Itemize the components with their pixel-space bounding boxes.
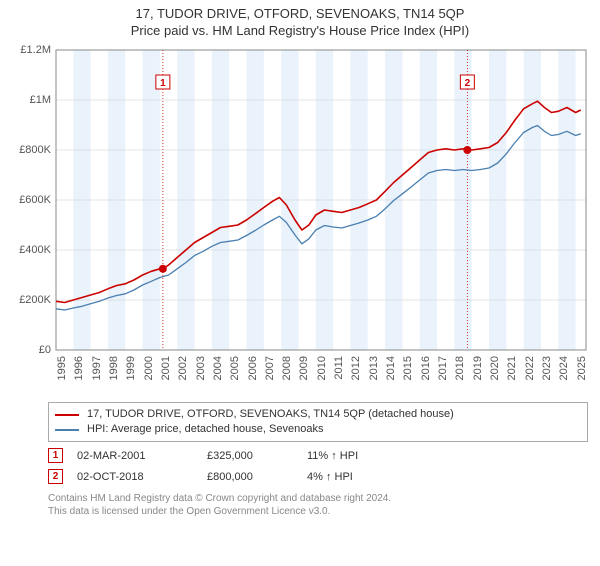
x-axis-label: 2009 xyxy=(298,356,310,380)
x-axis-label: 2014 xyxy=(385,356,397,380)
legend-item: HPI: Average price, detached house, Seve… xyxy=(55,422,581,437)
legend-label: HPI: Average price, detached house, Seve… xyxy=(87,422,323,437)
tx-hpi-delta: 4% ↑ HPI xyxy=(307,471,417,483)
x-axis-label: 2017 xyxy=(437,356,449,380)
x-axis-label: 2002 xyxy=(177,356,189,380)
x-axis-label: 2006 xyxy=(247,356,259,380)
x-axis-label: 2007 xyxy=(264,356,276,380)
x-axis-label: 2010 xyxy=(316,356,328,380)
legend-label: 17, TUDOR DRIVE, OTFORD, SEVENOAKS, TN14… xyxy=(87,407,454,422)
marker-badge: 1 xyxy=(48,448,63,463)
chart-canvas: 12 xyxy=(6,42,591,400)
x-axis-label: 2008 xyxy=(281,356,293,380)
x-axis-label: 2015 xyxy=(402,356,414,380)
x-axis-label: 2025 xyxy=(576,356,588,380)
x-axis-label: 2016 xyxy=(420,356,432,380)
y-axis-label: £400K xyxy=(1,244,51,256)
transaction-row: 2 02-OCT-2018£800,0004% ↑ HPI xyxy=(48,469,600,484)
tx-price: £325,000 xyxy=(207,450,307,462)
price-chart: 12 £0£200K£400K£600K£800K£1M£1.2M1995199… xyxy=(6,42,591,400)
tx-date: 02-MAR-2001 xyxy=(77,450,207,462)
tx-hpi-delta: 11% ↑ HPI xyxy=(307,450,417,462)
footer-attribution: Contains HM Land Registry data © Crown c… xyxy=(48,492,600,518)
x-axis-label: 2023 xyxy=(541,356,553,380)
y-axis-label: £200K xyxy=(1,294,51,306)
page-subtitle: Price paid vs. HM Land Registry's House … xyxy=(0,23,600,38)
x-axis-label: 2020 xyxy=(489,356,501,380)
x-axis-label: 1996 xyxy=(73,356,85,380)
transaction-row: 1 02-MAR-2001£325,00011% ↑ HPI xyxy=(48,448,600,463)
tx-date: 02-OCT-2018 xyxy=(77,471,207,483)
y-axis-label: £800K xyxy=(1,144,51,156)
tx-price: £800,000 xyxy=(207,471,307,483)
x-axis-label: 2021 xyxy=(506,356,518,380)
y-axis-label: £600K xyxy=(1,194,51,206)
x-axis-label: 1999 xyxy=(125,356,137,380)
x-axis-label: 2019 xyxy=(472,356,484,380)
y-axis-label: £1.2M xyxy=(1,44,51,56)
footer-line: This data is licensed under the Open Gov… xyxy=(48,505,600,518)
footer-line: Contains HM Land Registry data © Crown c… xyxy=(48,492,600,505)
transaction-list: 1 02-MAR-2001£325,00011% ↑ HPI 2 02-OCT-201… xyxy=(0,448,600,484)
legend-swatch xyxy=(55,414,79,416)
x-axis-label: 2000 xyxy=(143,356,155,380)
x-axis-label: 2012 xyxy=(350,356,362,380)
x-axis-label: 2011 xyxy=(333,356,345,380)
x-axis-label: 1997 xyxy=(91,356,103,380)
x-axis-label: 2001 xyxy=(160,356,172,380)
legend-item: 17, TUDOR DRIVE, OTFORD, SEVENOAKS, TN14… xyxy=(55,407,581,422)
legend-swatch xyxy=(55,429,79,431)
x-axis-label: 2005 xyxy=(229,356,241,380)
x-axis-label: 2022 xyxy=(524,356,536,380)
svg-text:1: 1 xyxy=(160,78,166,89)
x-axis-label: 2013 xyxy=(368,356,380,380)
x-axis-label: 2024 xyxy=(558,356,570,380)
x-axis-label: 2003 xyxy=(195,356,207,380)
x-axis-label: 2018 xyxy=(454,356,466,380)
x-axis-label: 2004 xyxy=(212,356,224,380)
marker-badge: 2 xyxy=(48,469,63,484)
y-axis-label: £0 xyxy=(1,344,51,356)
page-title: 17, TUDOR DRIVE, OTFORD, SEVENOAKS, TN14… xyxy=(0,6,600,21)
y-axis-label: £1M xyxy=(1,94,51,106)
svg-text:2: 2 xyxy=(465,78,471,89)
x-axis-label: 1998 xyxy=(108,356,120,380)
x-axis-label: 1995 xyxy=(56,356,68,380)
legend: 17, TUDOR DRIVE, OTFORD, SEVENOAKS, TN14… xyxy=(48,402,588,442)
